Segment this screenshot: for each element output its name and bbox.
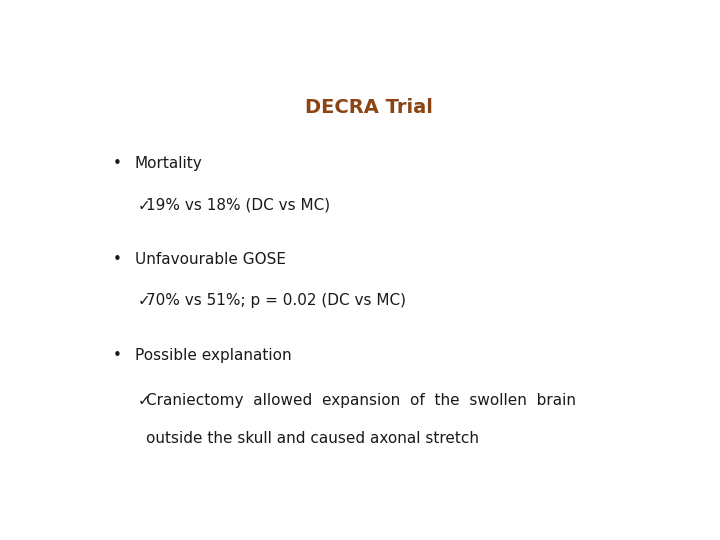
Text: ✓: ✓ [138, 198, 150, 213]
Text: Unfavourable GOSE: Unfavourable GOSE [135, 252, 286, 267]
Text: ✓: ✓ [138, 393, 150, 408]
Text: Mortality: Mortality [135, 156, 202, 171]
Text: 70% vs 51%; p = 0.02 (DC vs MC): 70% vs 51%; p = 0.02 (DC vs MC) [145, 294, 406, 308]
Text: •: • [112, 156, 121, 171]
Text: Possible explanation: Possible explanation [135, 348, 292, 362]
Text: 19% vs 18% (DC vs MC): 19% vs 18% (DC vs MC) [145, 198, 330, 213]
Text: Craniectomy  allowed  expansion  of  the  swollen  brain: Craniectomy allowed expansion of the swo… [145, 393, 576, 408]
Text: DECRA Trial: DECRA Trial [305, 98, 433, 117]
Text: outside the skull and caused axonal stretch: outside the skull and caused axonal stre… [145, 431, 479, 445]
Text: •: • [112, 252, 121, 267]
Text: •: • [112, 348, 121, 362]
Text: ✓: ✓ [138, 294, 150, 308]
